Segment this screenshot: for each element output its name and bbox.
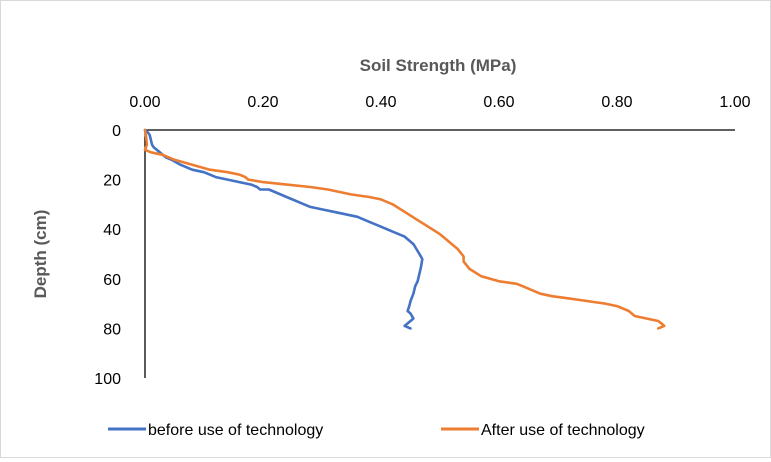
axes — [144, 129, 735, 378]
y-tick-label: 60 — [103, 272, 121, 289]
series-layer — [143, 128, 666, 330]
x-tick-label: 0.40 — [365, 94, 396, 111]
y-tick-label: 20 — [103, 173, 121, 190]
y-tick-labels: 0 20 40 60 80 100 — [94, 123, 121, 388]
x-tick-label: 0.00 — [129, 94, 160, 111]
series-line-1 — [143, 128, 424, 330]
legend[interactable]: before use of technology After use of tec… — [108, 422, 645, 439]
y-axis-title: Depth (cm) — [31, 210, 50, 299]
legend-label: before use of technology — [148, 422, 323, 439]
y-tick-label: 0 — [112, 123, 121, 140]
x-tick-label: 0.20 — [247, 94, 278, 111]
x-tick-labels: 0.00 0.20 0.40 0.60 0.80 1.00 — [129, 94, 750, 111]
y-tick-label: 100 — [94, 371, 121, 388]
y-tick-label: 40 — [103, 222, 121, 239]
legend-label: After use of technology — [481, 422, 645, 439]
legend-item-1[interactable]: before use of technology — [108, 422, 323, 439]
x-tick-label: 1.00 — [719, 94, 750, 111]
y-tick-label: 80 — [103, 321, 121, 338]
x-tick-label: 0.60 — [483, 94, 514, 111]
x-tick-label: 0.80 — [601, 94, 632, 111]
x-axis-title: Soil Strength (MPa) — [360, 56, 517, 75]
series-line-2 — [143, 128, 666, 330]
legend-item-2[interactable]: After use of technology — [441, 422, 645, 439]
